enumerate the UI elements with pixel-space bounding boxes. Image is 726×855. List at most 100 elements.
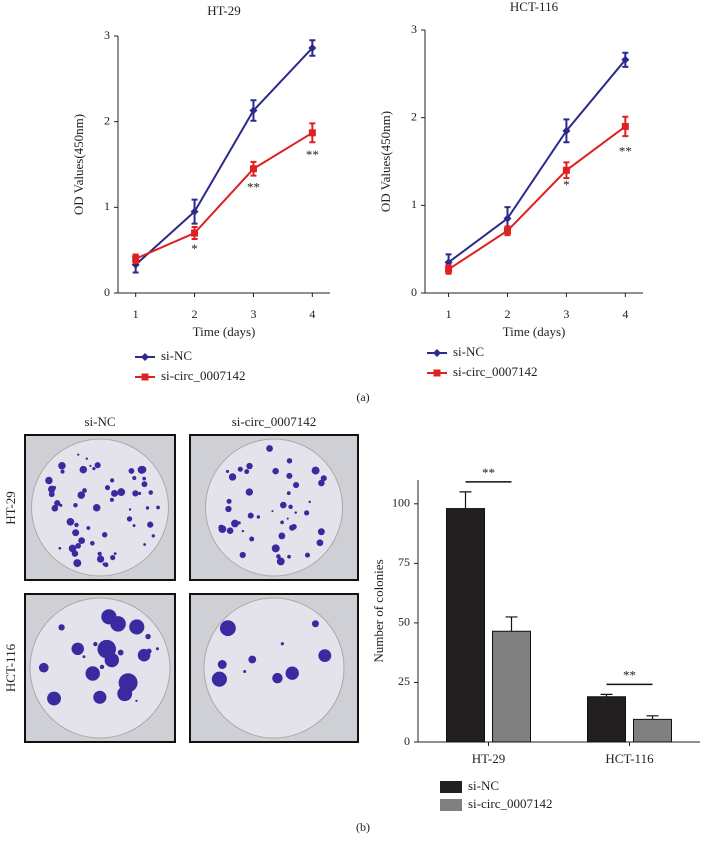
colony xyxy=(72,529,80,537)
colony xyxy=(272,467,279,475)
colony xyxy=(244,469,250,475)
colony xyxy=(318,479,325,487)
x-tick-label: 2 xyxy=(192,307,198,321)
colony xyxy=(58,546,62,550)
annotation: ** xyxy=(247,179,260,194)
error-bar xyxy=(646,715,659,720)
colony xyxy=(118,673,138,693)
colony xyxy=(99,664,105,670)
legend-label: si-circ_0007142 xyxy=(453,364,537,379)
colony xyxy=(68,544,77,553)
annotation: * xyxy=(191,241,198,256)
colony xyxy=(96,555,105,563)
colony xyxy=(226,527,234,535)
colony xyxy=(48,491,55,498)
error-bar xyxy=(459,491,472,509)
x-tick-label: 3 xyxy=(563,307,569,321)
colony xyxy=(280,501,287,509)
y-tick-label: 3 xyxy=(104,28,110,42)
marker xyxy=(141,373,149,381)
colony xyxy=(147,521,154,528)
colony xyxy=(51,504,59,512)
colony xyxy=(145,633,151,640)
colony xyxy=(318,649,332,663)
marker xyxy=(562,126,571,135)
plate xyxy=(203,597,345,739)
y-tick-label: 75 xyxy=(398,555,410,569)
colony xyxy=(249,536,255,542)
x-tick-label: HCT-116 xyxy=(605,751,654,766)
colony xyxy=(92,503,101,512)
marker xyxy=(141,353,149,361)
colony xyxy=(79,465,88,474)
legend-label: si-NC xyxy=(161,348,192,363)
marker xyxy=(433,369,441,377)
colony xyxy=(211,671,227,687)
colony xyxy=(45,476,53,485)
error-bar xyxy=(600,693,613,697)
colony xyxy=(280,642,284,646)
y-axis-label: Number of colonies xyxy=(371,559,386,662)
colony xyxy=(54,500,61,507)
colony xyxy=(271,544,280,553)
colony xyxy=(132,490,139,497)
colony xyxy=(286,491,291,496)
marker xyxy=(621,55,630,64)
legend-label: si-circ_0007142 xyxy=(468,796,552,811)
y-tick-label: 1 xyxy=(104,199,110,213)
colony xyxy=(219,620,236,637)
colony-images xyxy=(24,434,359,743)
colony xyxy=(272,672,283,684)
marker xyxy=(308,43,317,52)
colony xyxy=(316,539,324,547)
colony xyxy=(109,478,115,483)
colony xyxy=(294,511,297,514)
colony xyxy=(78,537,86,544)
colony xyxy=(52,485,57,490)
colony xyxy=(156,505,160,510)
legend-swatch xyxy=(440,781,462,793)
colony xyxy=(231,519,239,528)
marker xyxy=(249,165,257,173)
marker xyxy=(308,129,316,137)
colony xyxy=(137,648,151,662)
colony xyxy=(126,516,133,522)
colony xyxy=(128,468,135,474)
colony xyxy=(73,559,82,568)
colony xyxy=(104,485,111,491)
colony xyxy=(248,655,257,664)
colony xyxy=(286,472,293,479)
colony xyxy=(286,517,289,520)
colony xyxy=(271,510,274,513)
annotation: ** xyxy=(306,147,319,162)
colony xyxy=(117,488,126,496)
colony xyxy=(77,491,86,499)
colony xyxy=(291,523,297,530)
bar xyxy=(492,630,531,743)
colony xyxy=(280,520,284,525)
error-bar xyxy=(505,616,518,632)
colony xyxy=(93,690,107,704)
colony xyxy=(225,505,232,513)
plate xyxy=(205,438,343,577)
x-tick-label: 4 xyxy=(309,307,315,321)
colony xyxy=(58,624,65,631)
x-tick-label: 2 xyxy=(504,307,510,321)
colony xyxy=(102,532,108,538)
series-line xyxy=(134,47,314,266)
y-tick-label: 100 xyxy=(392,496,410,510)
x-tick-label: 1 xyxy=(446,307,452,321)
colony xyxy=(246,462,253,470)
colony xyxy=(73,502,78,508)
colony xyxy=(75,542,81,549)
colony xyxy=(141,481,148,488)
colony xyxy=(237,521,241,525)
colony xyxy=(66,517,75,526)
marker xyxy=(191,229,199,237)
colony xyxy=(132,475,137,481)
y-axis-label: OD Values(450nm) xyxy=(378,111,393,212)
column-label: si-NC xyxy=(84,414,115,429)
colony xyxy=(151,534,155,538)
marker xyxy=(433,349,441,357)
